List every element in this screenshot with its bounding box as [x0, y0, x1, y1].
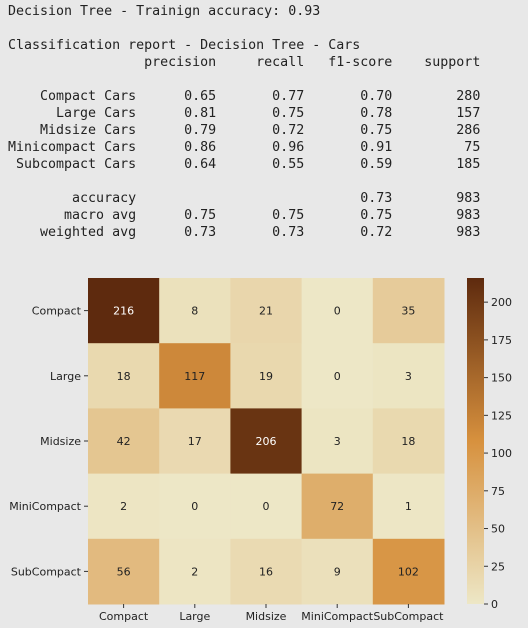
- x-tick-label: SubCompact: [373, 610, 444, 623]
- y-tick-label: Midsize: [40, 435, 81, 448]
- colorbar-tick-label: 75: [491, 485, 505, 498]
- cell-value-label: 56: [117, 565, 131, 578]
- y-tick-label: Large: [50, 370, 81, 383]
- cell-value-label: 0: [334, 370, 341, 383]
- classification-report-output: Decision Tree - Trainign accuracy: 0.93 …: [8, 3, 480, 241]
- colorbar-tick-label: 200: [491, 296, 512, 309]
- cell-value-label: 206: [256, 435, 277, 448]
- cell-value-label: 18: [401, 435, 415, 448]
- cell-value-label: 16: [259, 565, 273, 578]
- cell-value-label: 102: [398, 565, 419, 578]
- cell-value-label: 0: [191, 500, 198, 513]
- x-tick-label: MiniCompact: [301, 610, 373, 623]
- heatmap-cell: [230, 538, 303, 605]
- colorbar-tick-label: 0: [491, 598, 498, 611]
- report-title: Classification report - Decision Tree - …: [8, 38, 361, 53]
- colorbar-tick-label: 125: [491, 409, 512, 422]
- heatmap-cell: [159, 538, 231, 605]
- cell-value-label: 35: [401, 305, 415, 318]
- cell-value-label: 117: [184, 370, 205, 383]
- x-tick-label: Compact: [99, 610, 149, 623]
- cell-value-label: 9: [334, 565, 341, 578]
- heatmap-cell: [372, 538, 445, 605]
- training-accuracy-line: Decision Tree - Trainign accuracy: 0.93: [8, 4, 321, 19]
- heatmap-cell: [88, 278, 160, 344]
- colorbar-tick-label: 25: [491, 560, 505, 573]
- cell-value-label: 3: [334, 435, 341, 448]
- cell-value-label: 8: [191, 305, 198, 318]
- x-tick-label: Midsize: [246, 610, 287, 623]
- colorbar: [467, 278, 484, 604]
- cell-value-label: 0: [334, 305, 341, 318]
- colorbar-tick-label: 150: [491, 372, 512, 385]
- y-tick-label: SubCompact: [11, 565, 82, 578]
- heatmap-cell: [230, 278, 303, 344]
- heatmap-cell: [301, 408, 374, 475]
- x-tick-label: Large: [179, 610, 210, 623]
- cell-value-label: 3: [405, 370, 412, 383]
- heatmap-cell: [159, 473, 231, 540]
- cell-value-label: 1: [405, 500, 412, 513]
- heatmap-cell: [88, 473, 160, 540]
- cell-value-label: 216: [113, 305, 134, 318]
- heatmap-cell: [159, 278, 231, 344]
- cell-value-label: 17: [188, 435, 202, 448]
- heatmap-cell: [159, 408, 231, 475]
- y-tick-label: Compact: [32, 305, 82, 318]
- heatmap-cell: [88, 408, 160, 475]
- cell-value-label: 18: [117, 370, 131, 383]
- heatmap-cell: [372, 408, 445, 475]
- heatmap-cell: [88, 343, 160, 409]
- cell-value-label: 2: [120, 500, 127, 513]
- colorbar-tick-label: 100: [491, 447, 512, 460]
- heatmap-cell: [301, 473, 374, 540]
- colorbar-tick-label: 50: [491, 523, 505, 536]
- cell-value-label: 21: [259, 305, 273, 318]
- heatmap-cell: [372, 473, 445, 540]
- heatmap-cell: [372, 278, 445, 344]
- heatmap-cell: [301, 343, 374, 409]
- y-tick-label: MiniCompact: [9, 500, 81, 513]
- heatmap-cell: [159, 343, 231, 409]
- heatmap-cell: [230, 473, 303, 540]
- cell-value-label: 72: [330, 500, 344, 513]
- heatmap-cell: [88, 538, 160, 605]
- cell-value-label: 2: [191, 565, 198, 578]
- heatmap-cell: [301, 278, 374, 344]
- cell-value-label: 42: [117, 435, 131, 448]
- heatmap-cell: [230, 408, 303, 475]
- heatmap-cell: [301, 538, 374, 605]
- cell-value-label: 0: [263, 500, 270, 513]
- heatmap-cell: [372, 343, 445, 409]
- heatmap-cell: [230, 343, 303, 409]
- colorbar-tick-label: 175: [491, 334, 512, 347]
- cell-value-label: 19: [259, 370, 273, 383]
- report-table-text: precision recall f1-score support Compac…: [8, 55, 481, 240]
